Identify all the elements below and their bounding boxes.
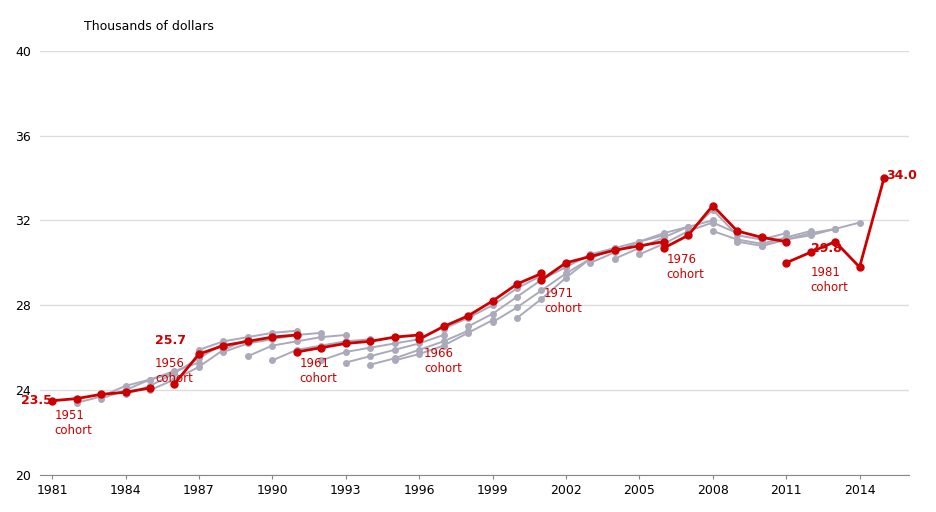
Text: 1956
cohort: 1956 cohort [154,357,193,385]
Text: 29.8: 29.8 [811,242,841,255]
Text: 25.7: 25.7 [154,334,186,347]
Text: 1981
cohort: 1981 cohort [811,266,849,294]
Text: 34.0: 34.0 [886,169,917,182]
Text: 1976
cohort: 1976 cohort [666,253,704,281]
Text: Thousands of dollars: Thousands of dollars [84,20,214,33]
Text: 1971
cohort: 1971 cohort [544,287,582,315]
Text: 1951
cohort: 1951 cohort [54,409,93,437]
Text: 1966
cohort: 1966 cohort [424,347,462,375]
Text: 23.5: 23.5 [22,394,52,407]
Text: 1961
cohort: 1961 cohort [300,357,337,385]
